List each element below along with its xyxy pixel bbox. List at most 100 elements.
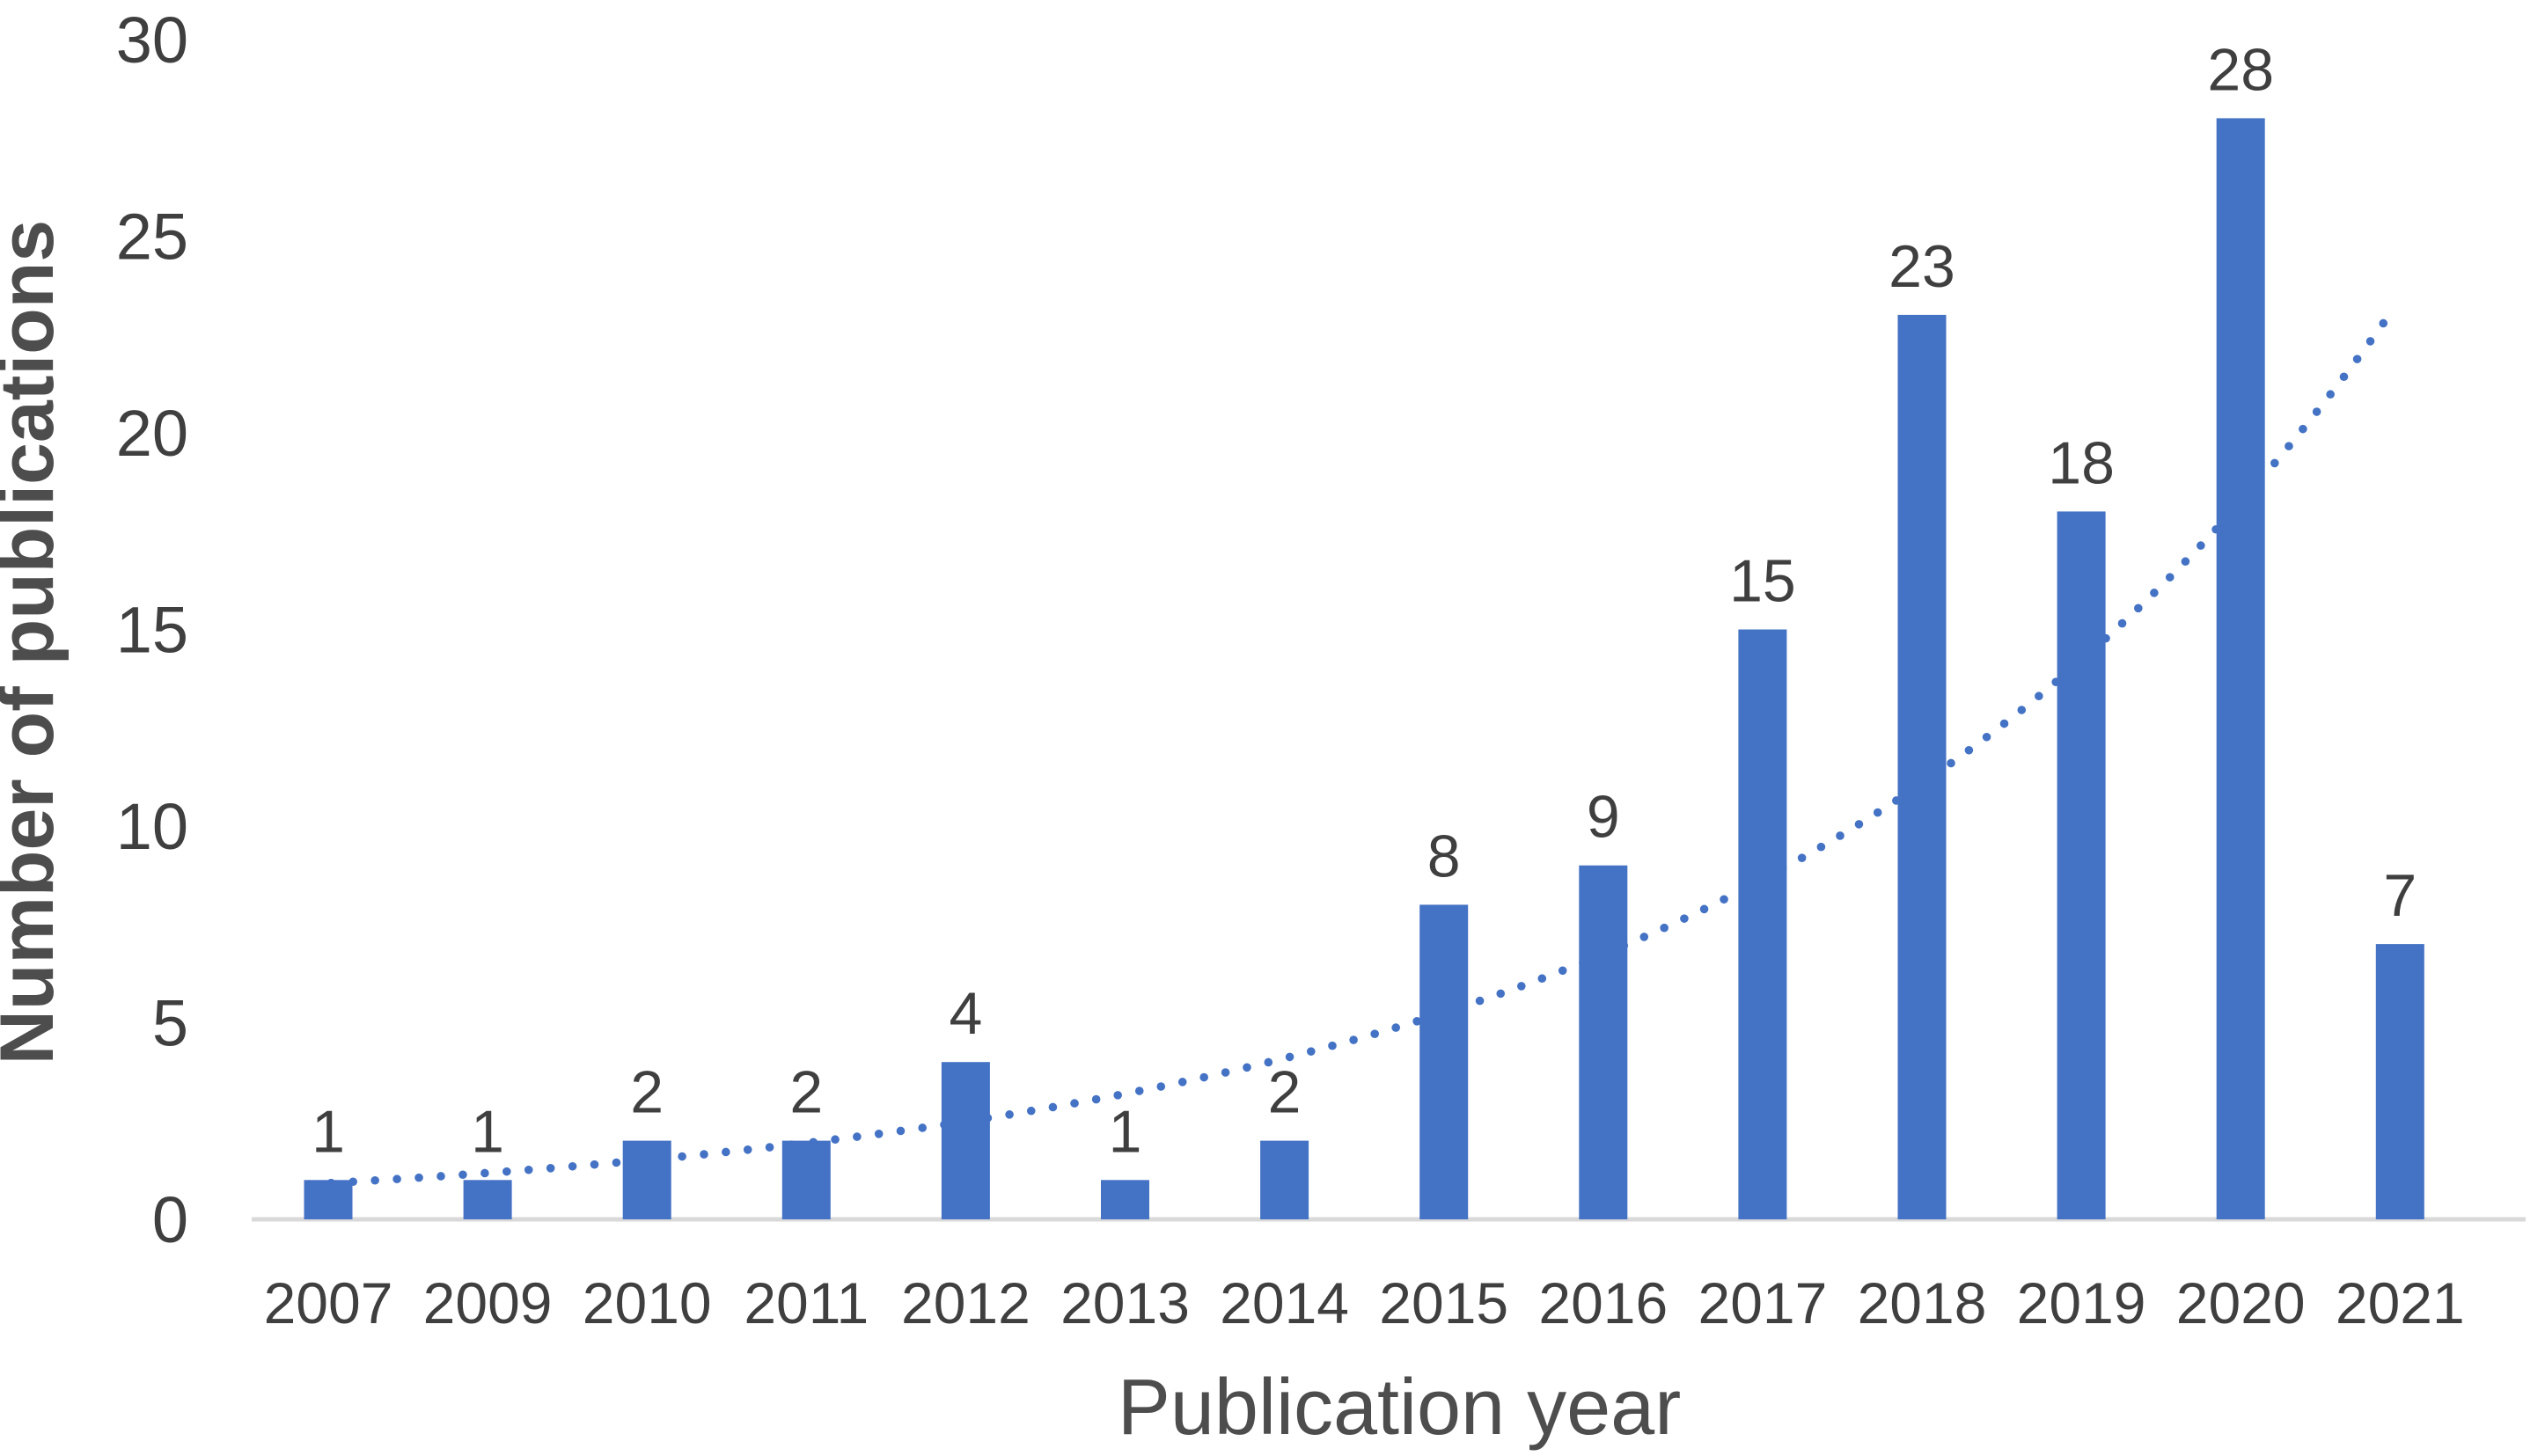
trendline-dot (831, 1135, 840, 1145)
trendline-dot (1496, 989, 1506, 999)
x-category-label: 2009 (423, 1270, 553, 1335)
y-tick-label: 30 (116, 4, 188, 77)
trendline-dot (1537, 974, 1547, 984)
trendline-dot (1982, 732, 1991, 742)
trendline-dot (1797, 853, 1807, 862)
trendline-dot (326, 1178, 336, 1188)
trendline-dot (1739, 885, 1749, 894)
trendline-dot (2085, 648, 2094, 658)
trendline-dot (2299, 424, 2307, 434)
trendline-dot (1778, 864, 1787, 874)
y-tick-label: 5 (152, 986, 188, 1059)
trendline-dot (502, 1167, 511, 1176)
trendline-dot (1434, 1010, 1442, 1020)
trendline-dot (524, 1165, 533, 1174)
x-category-label: 2016 (1538, 1270, 1668, 1335)
bar (2057, 511, 2106, 1219)
trendline-dot (809, 1138, 818, 1147)
bar-value-label: 4 (949, 980, 982, 1047)
trendline-dot (2241, 492, 2250, 501)
y-tick-label: 20 (116, 397, 188, 470)
trendline-dot (1720, 895, 1728, 904)
trendline-dot (1005, 1110, 1014, 1119)
trendline-dot (2150, 589, 2159, 597)
trendline-dot (1599, 949, 1609, 959)
bar-value-label: 1 (471, 1098, 504, 1165)
trendline-dot (634, 1156, 643, 1166)
x-category-label: 2020 (2176, 1270, 2306, 1335)
trendline-dot (1134, 1087, 1144, 1095)
trendline-dot (2352, 355, 2362, 363)
x-category-label: 2021 (2336, 1270, 2465, 1335)
trendline-dot (2312, 407, 2321, 416)
y-axis-tick-labels: 0 5 10 15 20 25 30 (116, 4, 188, 1256)
trendline-dot (1517, 982, 1526, 991)
trendline-dot (2068, 663, 2078, 672)
trendline-dot (1660, 923, 1669, 933)
bar (781, 1140, 831, 1219)
bar-value-label: 28 (2207, 36, 2274, 103)
trendline-dot (1349, 1035, 1358, 1044)
trendline-dot (568, 1161, 577, 1171)
trendline-dot (546, 1164, 555, 1173)
bar-value-label: 2 (1268, 1059, 1302, 1126)
trendline-dot (896, 1126, 906, 1136)
trendline-dot (1680, 914, 1689, 923)
trendline-dot (2270, 458, 2279, 468)
trendline-dot (1619, 941, 1629, 950)
trendline-dot (304, 1180, 314, 1189)
trendline-dot (1391, 1023, 1400, 1032)
trendline-dot (1475, 996, 1485, 1006)
y-axis-title: Number of publications (0, 220, 70, 1065)
trendline-dot (1026, 1106, 1036, 1116)
x-category-label: 2013 (1060, 1270, 1190, 1335)
trendline-dot (1579, 958, 1588, 967)
trendline-dot (1370, 1029, 1379, 1038)
trendline-dot (480, 1168, 489, 1178)
x-category-label: 2014 (1220, 1270, 1349, 1335)
trendline-dotted (304, 318, 2388, 1189)
trendline-dot (1199, 1072, 1208, 1082)
trendline-dot (1999, 719, 2009, 728)
trendline-dot (656, 1154, 665, 1163)
trendline-dot (1048, 1102, 1058, 1112)
bar-value-label: 23 (1889, 233, 1955, 300)
trendline-dot (2211, 524, 2220, 534)
trendline-dot (590, 1160, 599, 1169)
bar (463, 1180, 512, 1219)
trendline-dot (2255, 475, 2265, 485)
trendline-dot (1964, 745, 1974, 755)
bar (2216, 118, 2265, 1219)
trendline-dot (2379, 318, 2388, 328)
trendline-dot (1558, 966, 1567, 976)
bar-value-label: 2 (630, 1059, 664, 1126)
trendline-dot (918, 1123, 928, 1132)
trendline-dot (1070, 1099, 1079, 1108)
y-tick-label: 0 (152, 1183, 188, 1256)
x-axis-category-labels: 2007 2009 2010 2011 2012 2013 2014 2015 2016 2017… (264, 1270, 2465, 1335)
trendline-dot (2339, 372, 2349, 382)
trendline-dot (1639, 933, 1649, 941)
trendline-dot (2365, 337, 2375, 346)
trendline-dot (940, 1120, 949, 1130)
bar (1738, 629, 1787, 1219)
x-category-label: 2019 (2017, 1270, 2146, 1335)
trendline-dot (1264, 1057, 1273, 1067)
trendline-dot (1156, 1082, 1166, 1091)
x-category-label: 2018 (1858, 1270, 1987, 1335)
y-tick-label: 25 (116, 200, 188, 273)
trendline-dot (1412, 1017, 1421, 1026)
trendline-dot (1854, 820, 1864, 829)
trendline-dot (743, 1145, 752, 1154)
trendline-dot (961, 1116, 971, 1126)
trendline-dot (458, 1170, 467, 1180)
trendline-dot (2035, 691, 2043, 701)
trendline-dot (765, 1143, 774, 1152)
trendline-dot (1177, 1078, 1187, 1087)
trendline-dot (1758, 874, 1768, 884)
bars-group (304, 118, 2424, 1219)
trendline-dot (1816, 842, 1826, 852)
trendline-dot (1091, 1094, 1101, 1104)
